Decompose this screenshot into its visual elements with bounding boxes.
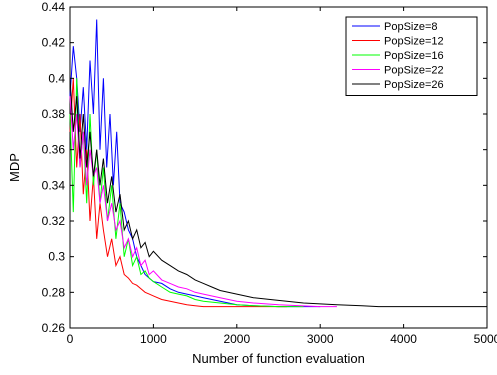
legend-label-5: PopSize=26 xyxy=(384,79,444,91)
y-tick-label: 0.44 xyxy=(42,0,66,14)
x-tick-label: 1000 xyxy=(140,332,167,346)
x-tick-label: 3000 xyxy=(307,332,334,346)
legend-label-3: PopSize=16 xyxy=(384,50,444,62)
y-axis-label: MDP xyxy=(7,153,22,182)
x-axis-label: Number of function evaluation xyxy=(192,351,365,366)
x-tick-label: 4000 xyxy=(390,332,417,346)
legend-label-1: PopSize=8 xyxy=(384,21,438,33)
series-line-4 xyxy=(69,96,337,308)
legend-box xyxy=(345,16,478,96)
y-tick-label: 0.4 xyxy=(48,71,65,85)
y-tick-label: 0.34 xyxy=(42,178,66,192)
y-tick-label: 0.3 xyxy=(48,250,65,264)
x-tick-label: 0 xyxy=(67,332,74,346)
legend-label-4: PopSize=22 xyxy=(384,65,444,77)
series-line-5 xyxy=(69,78,487,308)
y-tick-label: 0.26 xyxy=(42,321,66,335)
y-tick-label: 0.42 xyxy=(42,36,66,50)
series-line-3 xyxy=(69,78,304,308)
series-layer xyxy=(69,19,487,308)
legend-label-2: PopSize=12 xyxy=(384,36,444,48)
y-tick-label: 0.32 xyxy=(42,214,66,228)
legend: PopSize=8 PopSize=12 PopSize=16 PopSize=22 P… xyxy=(345,16,478,96)
y-tick-label: 0.36 xyxy=(42,143,66,157)
y-tick-label: 0.28 xyxy=(42,285,66,299)
y-tick-label: 0.38 xyxy=(42,107,66,121)
x-tick-label: 2000 xyxy=(223,332,250,346)
